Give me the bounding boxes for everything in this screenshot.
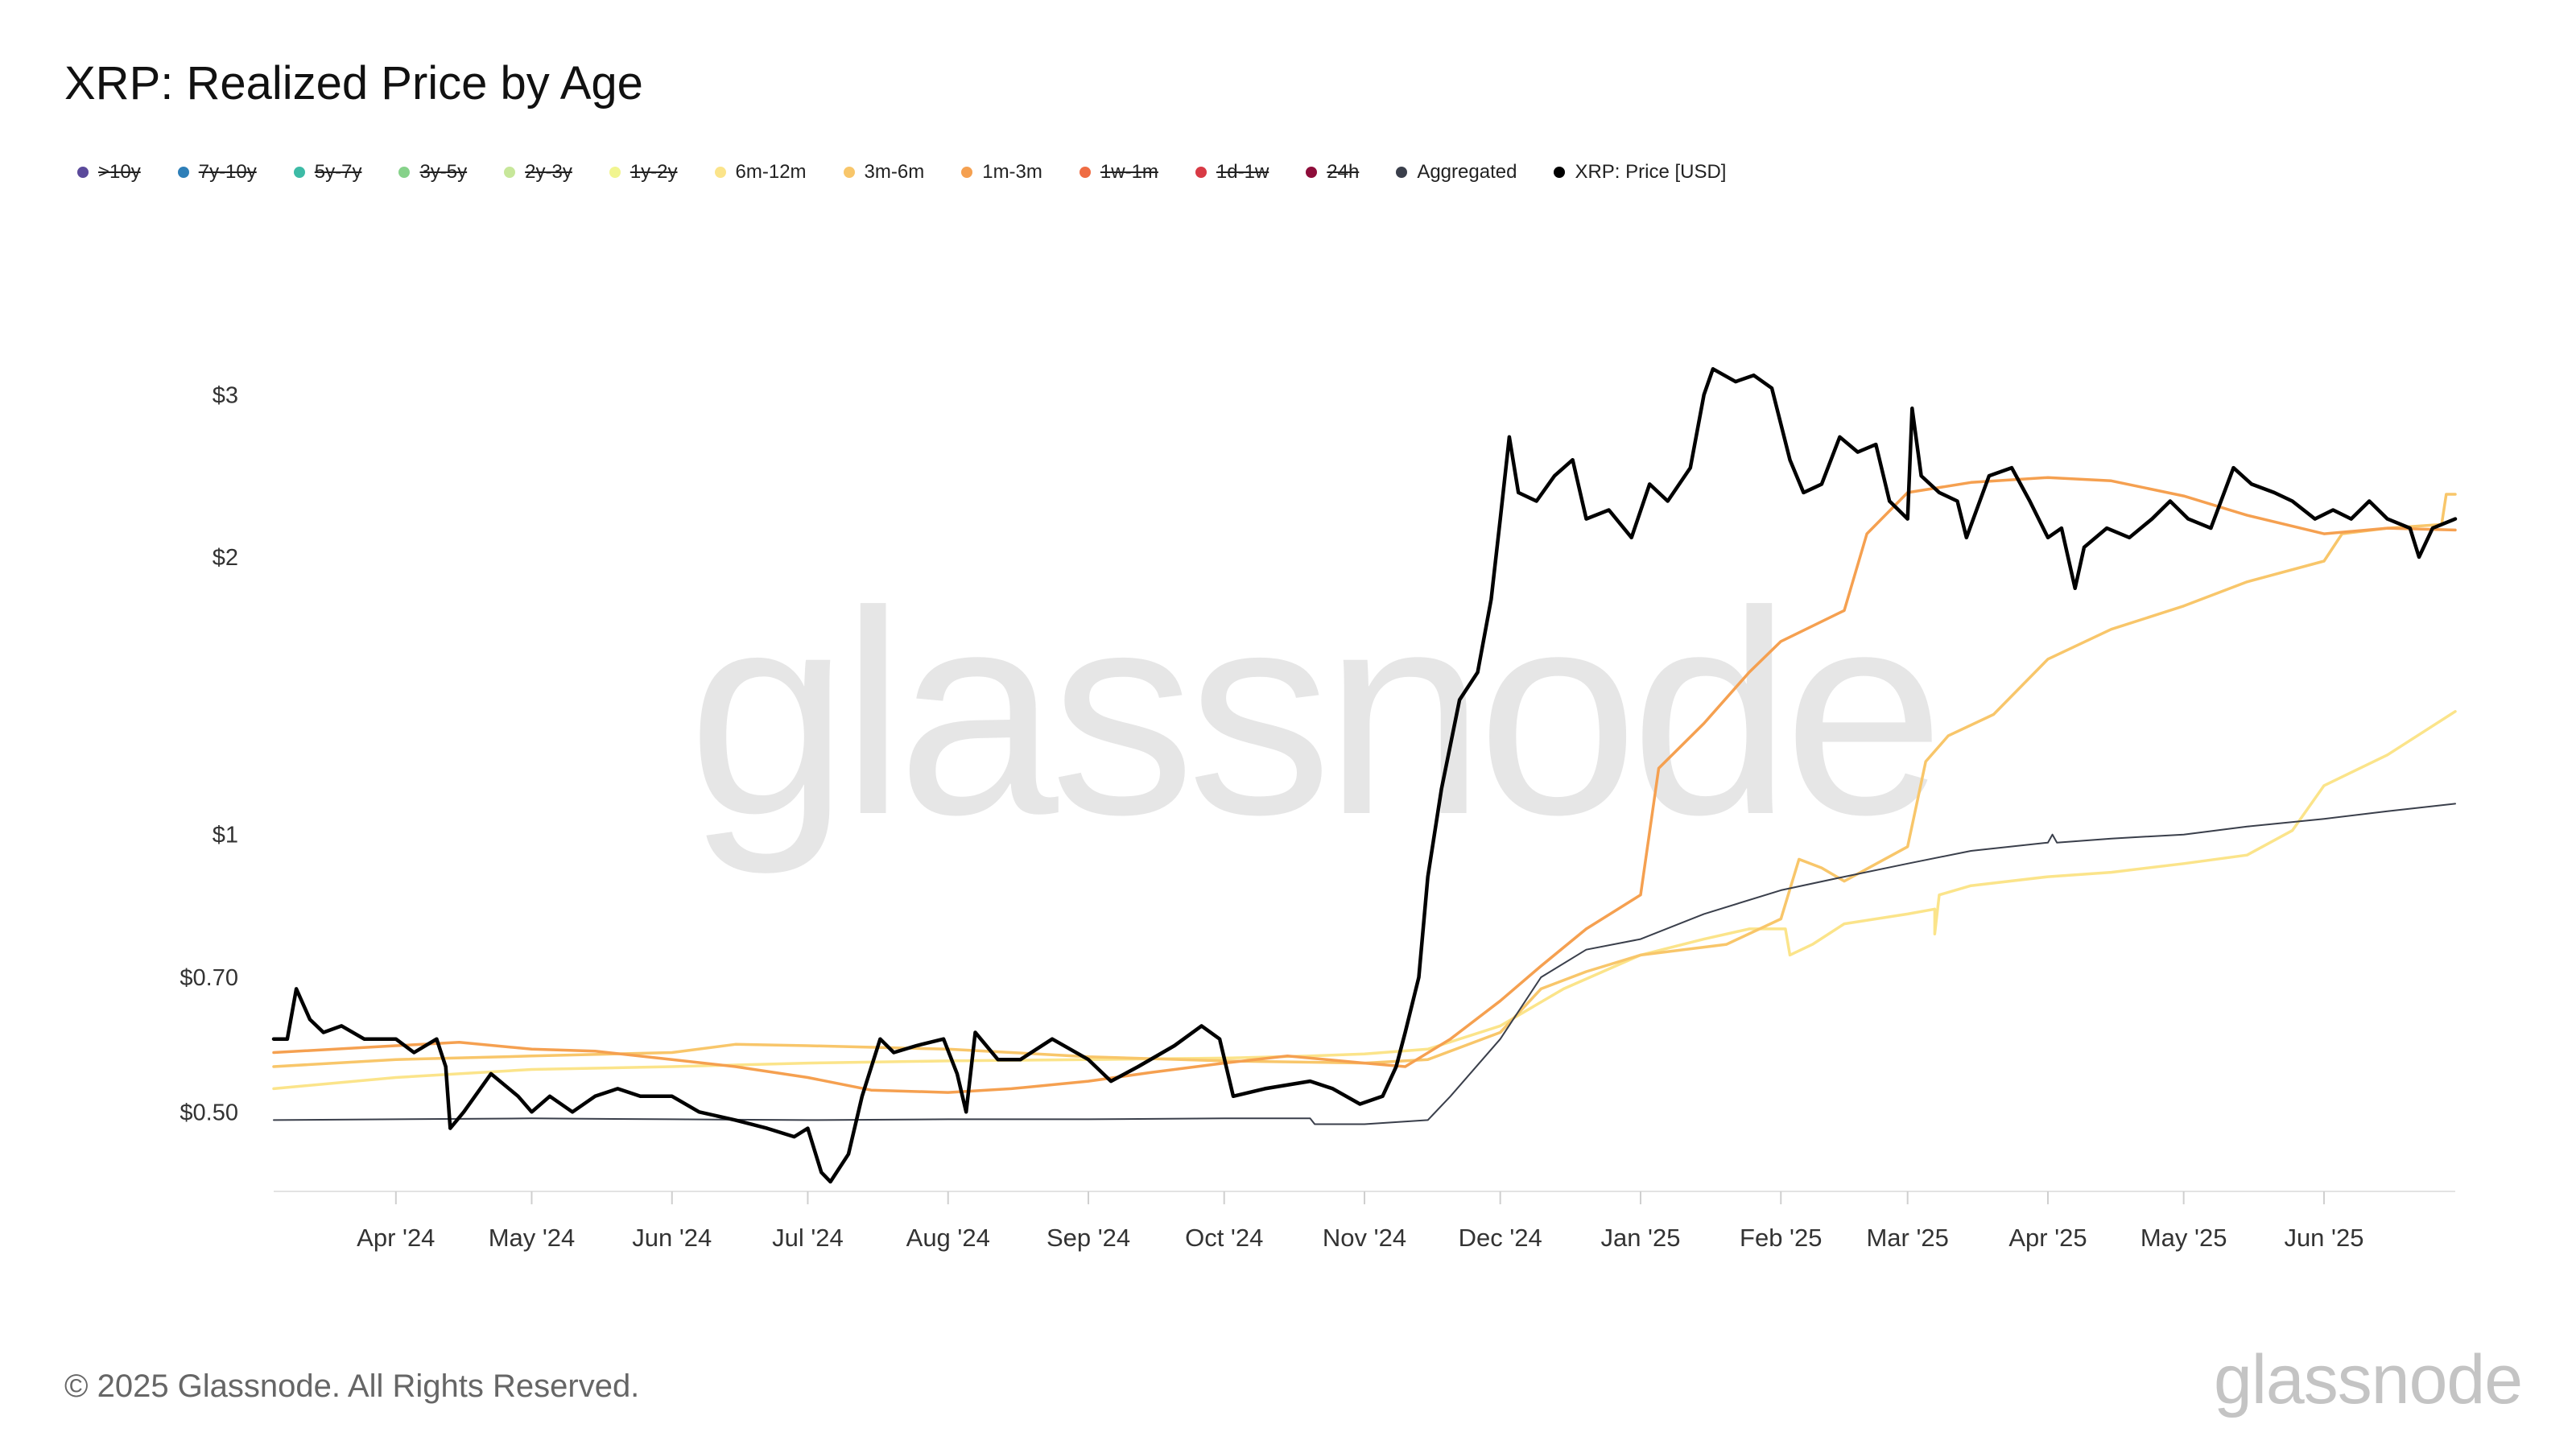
x-tick-label: Oct '24 xyxy=(1185,1224,1263,1252)
legend-item-4[interactable]: 2y-3y xyxy=(504,161,572,184)
legend-label: 1y-2y xyxy=(630,161,678,183)
x-tick-label: May '25 xyxy=(2140,1224,2227,1252)
legend-item-3[interactable]: 3y-5y xyxy=(398,161,467,184)
legend-label: 5y-7y xyxy=(314,161,362,183)
x-tick-label: Jun '25 xyxy=(2284,1224,2363,1252)
series-line-0 xyxy=(272,710,2457,1091)
legend-item-13[interactable]: XRP: Price [USD] xyxy=(1554,161,1726,184)
legend-label: 7y-10y xyxy=(198,161,257,183)
legend-dot xyxy=(398,167,411,178)
legend-item-12[interactable]: Aggregated xyxy=(1396,161,1517,184)
legend-item-2[interactable]: 5y-7y xyxy=(293,161,362,184)
x-tick-label: Feb '25 xyxy=(1740,1224,1822,1252)
legend-dot xyxy=(77,167,89,178)
legend-label: 3y-5y xyxy=(419,161,468,183)
legend-dot xyxy=(714,167,726,178)
legend-item-7[interactable]: 3m-6m xyxy=(843,161,925,184)
x-tick-label: Mar '25 xyxy=(1866,1224,1948,1252)
x-tick-label: Jun '24 xyxy=(632,1224,712,1252)
y-tick-label: $3 xyxy=(213,382,238,408)
legend-dot xyxy=(177,167,189,178)
legend-dot xyxy=(843,167,855,178)
legend-item-11[interactable]: 24h xyxy=(1306,161,1359,184)
legend-label: XRP: Price [USD] xyxy=(1575,161,1727,183)
series-line-4 xyxy=(271,367,2458,1184)
x-tick-label: Apr '24 xyxy=(357,1224,435,1252)
chart-title: XRP: Realized Price by Age xyxy=(64,57,643,109)
x-tick-label: Apr '25 xyxy=(2008,1224,2087,1252)
legend-label: 1d-1w xyxy=(1216,161,1269,183)
legend-dot xyxy=(1396,167,1408,178)
series-line-2 xyxy=(272,476,2457,1094)
legend-dot xyxy=(1079,167,1091,178)
x-tick-label: Nov '24 xyxy=(1323,1224,1406,1252)
legend-item-8[interactable]: 1m-3m xyxy=(961,161,1042,184)
legend-dot xyxy=(1195,167,1207,178)
legend-label: 2y-3y xyxy=(525,161,572,183)
legend-item-10[interactable]: 1d-1w xyxy=(1195,161,1269,184)
series-line-1 xyxy=(272,493,2457,1068)
legend-item-0[interactable]: >10y xyxy=(77,161,141,184)
legend-item-9[interactable]: 1w-1m xyxy=(1079,161,1158,184)
x-tick-label: Aug '24 xyxy=(906,1224,990,1252)
legend-dot xyxy=(961,167,973,178)
legend-dot xyxy=(1554,167,1566,178)
y-tick-label: $0.50 xyxy=(180,1100,238,1125)
legend-label: 6m-12m xyxy=(735,161,807,183)
y-tick-label: $0.70 xyxy=(180,965,238,991)
legend-label: Aggregated xyxy=(1417,161,1517,183)
x-tick-label: Dec '24 xyxy=(1459,1224,1542,1252)
y-tick-label: $1 xyxy=(213,823,238,848)
series-line-3 xyxy=(273,803,2456,1125)
x-tick-label: Jul '24 xyxy=(772,1224,844,1252)
axes: Apr '24 May '24 Jun '24 Jul '24 Aug '24 Sep '… xyxy=(180,382,2455,1252)
x-tick-label: May '24 xyxy=(489,1224,576,1252)
series-lines xyxy=(271,367,2458,1184)
legend-label: 3m-6m xyxy=(864,161,925,183)
legend-label: 24h xyxy=(1327,161,1360,183)
copyright-text: © 2025 Glassnode. All Rights Reserved. xyxy=(64,1368,640,1404)
legend-item-1[interactable]: 7y-10y xyxy=(177,161,257,184)
y-tick-label: $2 xyxy=(213,545,238,571)
legend-dot xyxy=(293,167,305,178)
legend-label: >10y xyxy=(98,161,141,183)
legend-dot xyxy=(504,167,516,178)
legend-label: 1m-3m xyxy=(982,161,1042,183)
legend-label: 1w-1m xyxy=(1100,161,1158,183)
brand-logo: glassnode xyxy=(2214,1341,2523,1418)
legend-item-5[interactable]: 1y-2y xyxy=(609,161,678,184)
watermark: glassnode xyxy=(687,551,1936,877)
x-tick-label: Sep '24 xyxy=(1046,1224,1130,1252)
legend-dot xyxy=(609,167,621,178)
legend-dot xyxy=(1306,167,1318,178)
legend-item-6[interactable]: 6m-12m xyxy=(714,161,807,184)
legend: >10y 7y-10y 5y-7y 3y-5y 2y-3y 1y-2y 6m-12m 3m-6… xyxy=(77,161,1726,184)
x-tick-label: Jan '25 xyxy=(1600,1224,1680,1252)
